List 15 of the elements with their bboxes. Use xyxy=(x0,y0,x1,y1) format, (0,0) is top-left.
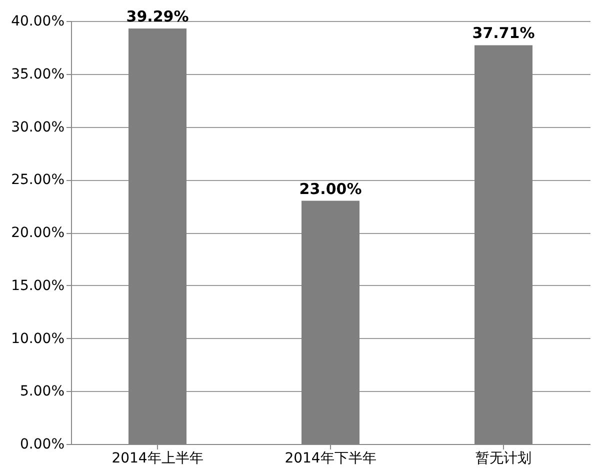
data-label: 23.00% xyxy=(299,180,362,198)
x-tick-label: 2014年上半年 xyxy=(112,450,204,466)
y-tick-label: 15.00% xyxy=(11,278,64,294)
y-tick-label: 20.00% xyxy=(11,225,64,241)
data-label: 37.71% xyxy=(472,24,535,42)
y-tick-label: 10.00% xyxy=(11,330,64,347)
data-label: 39.29% xyxy=(126,8,189,26)
y-tick-label: 25.00% xyxy=(11,172,64,188)
y-tick-label: 35.00% xyxy=(11,66,64,82)
y-tick-label: 30.00% xyxy=(11,119,64,136)
x-tick-label: 暂无计划 xyxy=(476,450,532,466)
x-tick-label: 2014年下半年 xyxy=(284,450,376,466)
y-tick-label: 5.00% xyxy=(20,384,64,400)
y-tick-label: 0.00% xyxy=(20,436,64,452)
y-tick-label: 40.00% xyxy=(11,14,64,30)
